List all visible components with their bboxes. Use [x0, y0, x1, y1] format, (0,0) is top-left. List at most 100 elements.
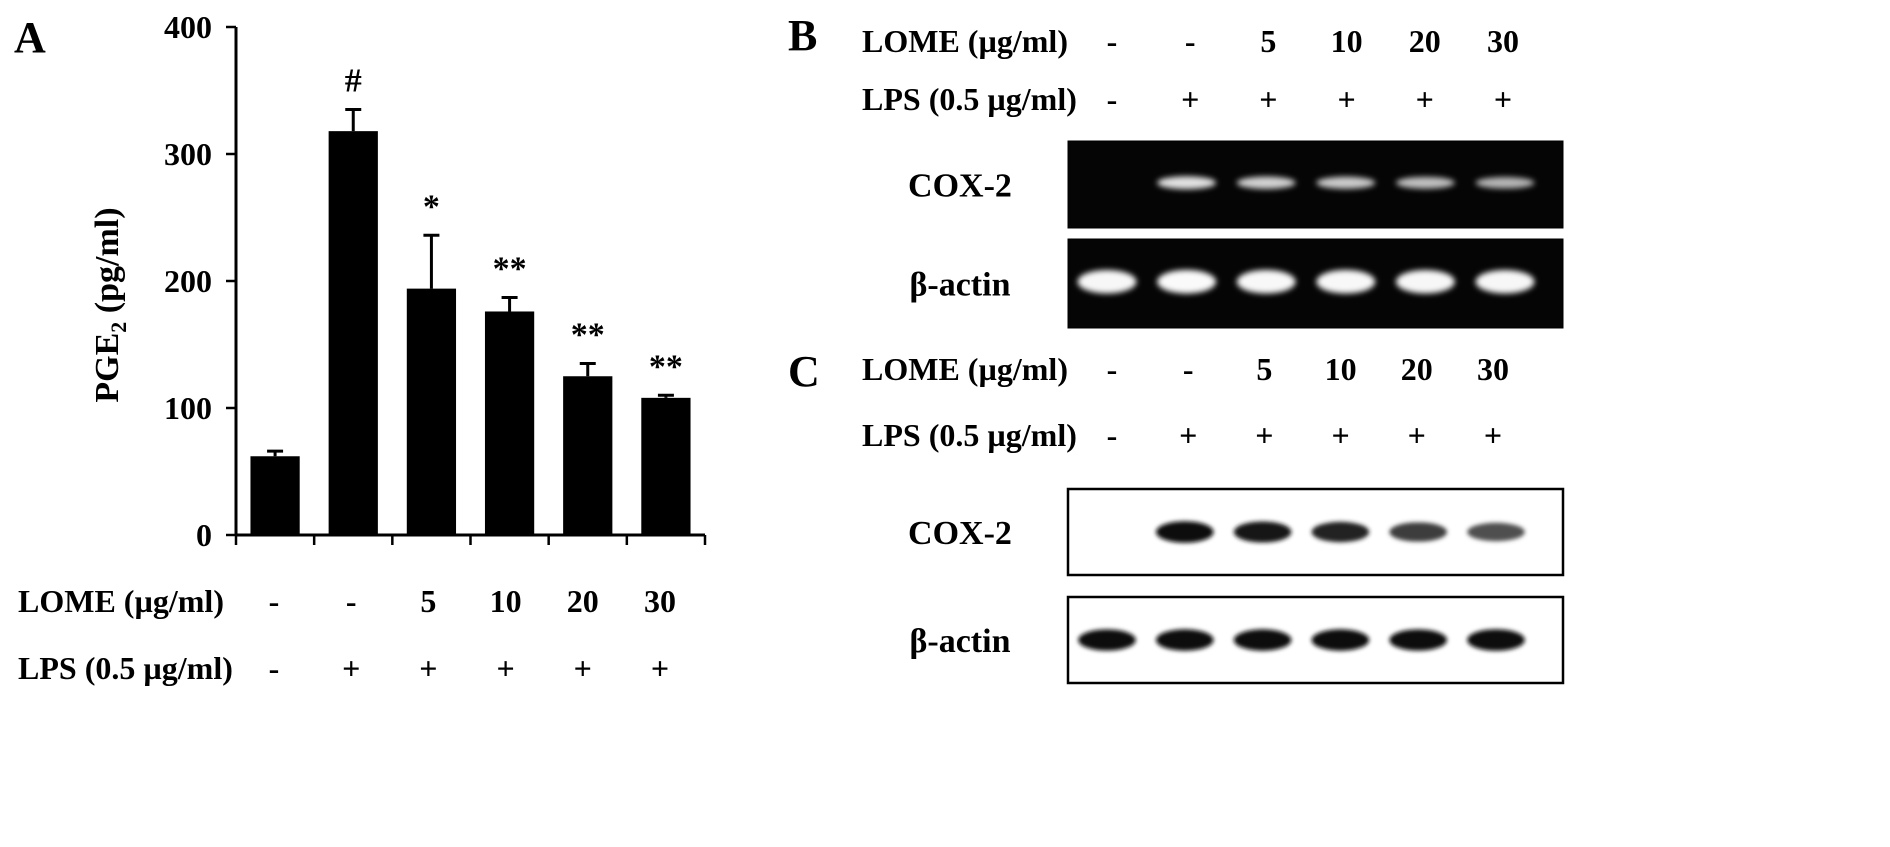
panel-c-western: COX-2 β-actin — [908, 487, 1565, 685]
lps-value: + — [1494, 81, 1512, 117]
lps-value: - — [1107, 417, 1118, 453]
lps-value: + — [1331, 417, 1349, 453]
bar — [406, 288, 457, 535]
y-tick-label: 100 — [164, 390, 212, 426]
panel-b-gel: COX-2 β-actin — [908, 140, 1564, 329]
chart-y-ticks: 0 100 200 300 400 — [164, 9, 236, 553]
y-axis-title-tail: (pg/ml) — [89, 207, 126, 321]
bar — [328, 131, 378, 535]
lome-value: 20 — [567, 583, 599, 619]
lome-value: - — [1183, 351, 1194, 387]
lps-value: + — [1337, 81, 1355, 117]
bar — [641, 397, 691, 535]
blot-band — [1233, 629, 1292, 651]
blot-row-label: β-actin — [909, 623, 1010, 660]
lome-label: LOME (µg/ml) — [862, 351, 1068, 387]
lps-value: + — [1259, 81, 1277, 117]
lome-value: 30 — [1487, 23, 1519, 59]
lome-label: LOME (µg/ml) — [18, 583, 224, 619]
lps-value: + — [1255, 417, 1273, 453]
blot-band — [1395, 269, 1455, 294]
lome-value: - — [1185, 23, 1196, 59]
blot-band — [1395, 176, 1455, 189]
blot-row-label: COX-2 — [908, 168, 1012, 205]
blot-band — [1078, 629, 1136, 651]
chart-bars — [250, 131, 691, 535]
lps-value: + — [496, 650, 514, 686]
blot-band — [1157, 269, 1217, 294]
chart-error-bars — [267, 108, 674, 457]
lome-value: 10 — [1331, 23, 1363, 59]
lps-value: - — [269, 650, 280, 686]
panel-a-conditions: LOME (µg/ml)LPS (0.5 µg/ml)---+5+10+20+3… — [18, 583, 676, 686]
panel-c-conditions: LOME (µg/ml)LPS (0.5 µg/ml)---+5+10+20+3… — [862, 351, 1509, 453]
lome-value: 10 — [1325, 351, 1357, 387]
blot-band — [1311, 629, 1370, 651]
significance-label: * — [423, 188, 440, 225]
y-axis-title: PGE2 (pg/ml) — [89, 207, 131, 402]
blot-band — [1156, 521, 1214, 543]
chart-axes — [234, 27, 707, 545]
lome-value: - — [346, 583, 357, 619]
blot-band — [1236, 176, 1296, 189]
y-tick-label: 200 — [164, 263, 212, 299]
panel-c: C LOME (µg/ml)LPS (0.5 µg/ml)---+5+10+20… — [788, 347, 1565, 685]
lome-value: - — [1107, 351, 1118, 387]
lps-label: LPS (0.5 µg/ml) — [18, 650, 233, 686]
blot-band — [1467, 629, 1525, 651]
lps-value: + — [419, 650, 437, 686]
lome-value: 20 — [1401, 351, 1433, 387]
y-tick-label: 300 — [164, 136, 212, 172]
blot-band — [1157, 176, 1217, 190]
y-tick-label: 400 — [164, 9, 212, 45]
lome-value: - — [1107, 23, 1118, 59]
blot-row-label: COX-2 — [908, 515, 1012, 552]
lps-label: LPS (0.5 µg/ml) — [862, 81, 1077, 117]
bar — [563, 376, 613, 535]
bar — [484, 311, 535, 535]
y-tick-label: 0 — [196, 517, 212, 553]
lps-value: + — [651, 650, 669, 686]
lps-value: + — [1416, 81, 1434, 117]
lps-value: + — [574, 650, 592, 686]
panel-letter-a: A — [14, 13, 46, 62]
lps-label: LPS (0.5 µg/ml) — [862, 417, 1077, 453]
lome-label: LOME (µg/ml) — [862, 23, 1068, 59]
significance-label: # — [345, 63, 362, 100]
bar — [250, 456, 300, 535]
blot-band — [1316, 176, 1376, 189]
lome-value: 30 — [644, 583, 676, 619]
significance-label: ** — [493, 251, 527, 288]
chart-significance-labels: #******* — [345, 63, 683, 386]
panel-b-conditions: LOME (µg/ml)LPS (0.5 µg/ml)---+5+10+20+3… — [862, 23, 1519, 117]
blot-band — [1233, 521, 1292, 543]
panel-letter-c: C — [788, 347, 820, 396]
blot-band — [1156, 629, 1214, 651]
lome-value: 5 — [420, 583, 436, 619]
lps-value: + — [1484, 417, 1502, 453]
panel-letter-b: B — [788, 11, 817, 60]
lps-value: + — [1181, 81, 1199, 117]
blot-band — [1475, 269, 1535, 294]
significance-label: ** — [649, 348, 683, 385]
lps-value: - — [1107, 81, 1118, 117]
lps-value: + — [1408, 417, 1426, 453]
blot-band — [1077, 269, 1137, 294]
blot-band — [1389, 522, 1447, 542]
lome-value: 5 — [1260, 23, 1276, 59]
lome-value: 5 — [1256, 351, 1272, 387]
lps-value: + — [342, 650, 360, 686]
significance-label: ** — [571, 317, 605, 354]
blot-band — [1316, 269, 1376, 294]
blot-band — [1236, 269, 1296, 294]
blot-band — [1475, 177, 1535, 189]
y-axis-title-main: PGE — [89, 333, 126, 403]
lps-value: + — [1179, 417, 1197, 453]
lome-value: 30 — [1477, 351, 1509, 387]
panel-b: B LOME (µg/ml)LPS (0.5 µg/ml)---+5+10+20… — [788, 11, 1564, 329]
blot-band — [1389, 629, 1447, 651]
blot-band — [1311, 521, 1370, 543]
lome-value: 20 — [1409, 23, 1441, 59]
